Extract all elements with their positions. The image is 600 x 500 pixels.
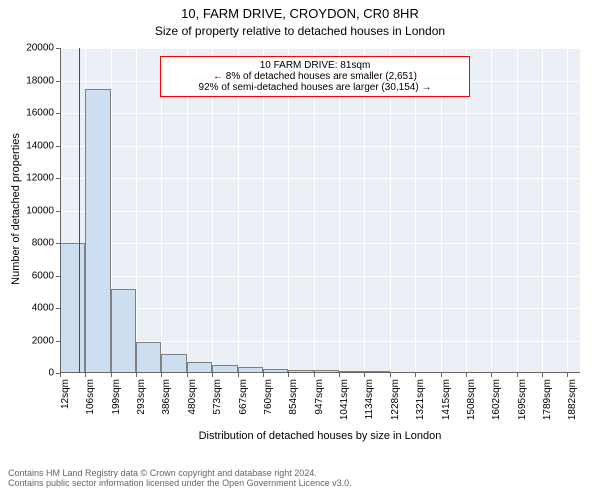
- x-tick-label: 1508sqm: [466, 379, 477, 420]
- footer-line-1: Contains public sector information licen…: [0, 478, 600, 488]
- y-tick-label: 10000: [26, 205, 60, 216]
- y-tick-label: 6000: [32, 270, 60, 281]
- x-tick-label: 760sqm: [263, 379, 274, 415]
- x-tick-mark: [187, 373, 188, 377]
- annotation-line-0: 10 FARM DRIVE: 81sqm: [167, 60, 463, 71]
- histogram-bar: [161, 354, 186, 374]
- chart-main-title: 10, FARM DRIVE, CROYDON, CR0 8HR: [0, 6, 600, 21]
- h-gridline: [60, 373, 580, 374]
- x-tick-mark: [542, 373, 543, 377]
- x-tick-mark: [136, 373, 137, 377]
- x-tick-label: 1882sqm: [567, 379, 578, 420]
- x-tick-label: 1695sqm: [517, 379, 528, 420]
- y-axis-line: [60, 48, 61, 373]
- x-tick-label: 386sqm: [161, 379, 172, 415]
- x-tick-mark: [238, 373, 239, 377]
- annotation-line-1: ← 8% of detached houses are smaller (2,6…: [167, 71, 463, 82]
- histogram-bar: [111, 289, 136, 374]
- x-tick-label: 106sqm: [85, 379, 96, 415]
- h-gridline: [60, 211, 580, 212]
- y-tick-label: 0: [48, 368, 60, 379]
- chart-area: 0200040006000800010000120001400016000180…: [60, 48, 580, 373]
- x-tick-mark: [111, 373, 112, 377]
- annotation-box: 10 FARM DRIVE: 81sqm← 8% of detached hou…: [160, 56, 470, 97]
- y-axis-label: Number of detached properties: [10, 109, 22, 309]
- h-gridline: [60, 308, 580, 309]
- x-tick-label: 293sqm: [136, 379, 147, 415]
- x-tick-label: 1602sqm: [491, 379, 502, 420]
- x-tick-label: 1228sqm: [390, 379, 401, 420]
- x-axis-line: [60, 372, 580, 373]
- x-tick-mark: [161, 373, 162, 377]
- h-gridline: [60, 146, 580, 147]
- x-tick-label: 667sqm: [238, 379, 249, 415]
- x-tick-mark: [288, 373, 289, 377]
- x-tick-mark: [415, 373, 416, 377]
- v-gridline: [136, 48, 137, 373]
- x-tick-label: 947sqm: [314, 379, 325, 415]
- h-gridline: [60, 113, 580, 114]
- x-tick-label: 573sqm: [212, 379, 223, 415]
- chart-sub-title: Size of property relative to detached ho…: [0, 24, 600, 38]
- x-tick-mark: [85, 373, 86, 377]
- x-tick-label: 854sqm: [288, 379, 299, 415]
- x-axis-label: Distribution of detached houses by size …: [60, 430, 580, 442]
- h-gridline: [60, 276, 580, 277]
- h-gridline: [60, 48, 580, 49]
- v-gridline: [542, 48, 543, 373]
- y-tick-label: 4000: [32, 303, 60, 314]
- v-gridline: [491, 48, 492, 373]
- y-tick-label: 12000: [26, 173, 60, 184]
- histogram-bar: [136, 342, 161, 373]
- plot-region: 0200040006000800010000120001400016000180…: [60, 48, 580, 373]
- x-tick-mark: [491, 373, 492, 377]
- v-gridline: [517, 48, 518, 373]
- x-tick-label: 1134sqm: [364, 379, 375, 419]
- x-tick-label: 480sqm: [187, 379, 198, 415]
- y-tick-label: 20000: [26, 43, 60, 54]
- x-tick-label: 12sqm: [60, 379, 71, 409]
- x-tick-label: 1415sqm: [441, 379, 452, 420]
- annotation-line-2: 92% of semi-detached houses are larger (…: [167, 82, 463, 93]
- x-tick-mark: [390, 373, 391, 377]
- y-tick-label: 8000: [32, 238, 60, 249]
- x-tick-mark: [314, 373, 315, 377]
- y-tick-label: 14000: [26, 140, 60, 151]
- x-tick-mark: [517, 373, 518, 377]
- x-tick-mark: [263, 373, 264, 377]
- property-size-marker: [79, 48, 80, 373]
- y-tick-label: 2000: [32, 335, 60, 346]
- y-tick-label: 16000: [26, 108, 60, 119]
- x-tick-mark: [466, 373, 467, 377]
- x-tick-label: 199sqm: [111, 379, 122, 415]
- x-tick-label: 1789sqm: [542, 379, 553, 420]
- h-gridline: [60, 178, 580, 179]
- x-tick-mark: [212, 373, 213, 377]
- histogram-bar: [85, 89, 110, 373]
- x-tick-mark: [441, 373, 442, 377]
- v-gridline: [567, 48, 568, 373]
- footer-line-0: Contains HM Land Registry data © Crown c…: [0, 468, 600, 478]
- x-tick-mark: [364, 373, 365, 377]
- x-tick-label: 1041sqm: [339, 379, 350, 420]
- footer-attribution: Contains HM Land Registry data © Crown c…: [0, 468, 600, 488]
- h-gridline: [60, 243, 580, 244]
- histogram-bar: [60, 243, 85, 373]
- x-tick-mark: [60, 373, 61, 377]
- x-tick-mark: [339, 373, 340, 377]
- y-tick-label: 18000: [26, 75, 60, 86]
- x-tick-mark: [567, 373, 568, 377]
- x-tick-label: 1321sqm: [415, 379, 426, 420]
